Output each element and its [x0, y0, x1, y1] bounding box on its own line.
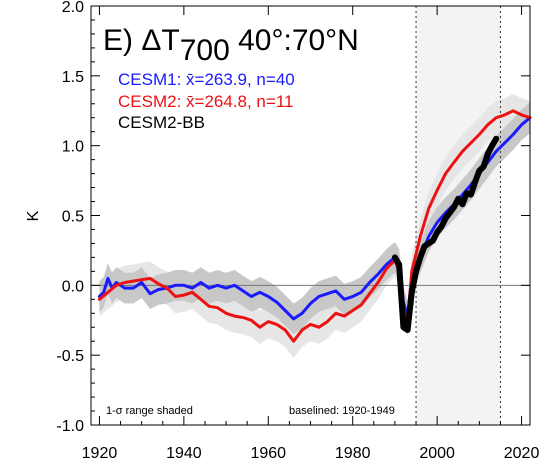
x-tick-label: 2020 [504, 445, 539, 462]
title-suffix: 40°:70°N [230, 24, 359, 57]
series-lines [97, 109, 532, 343]
y-tick-label: -1.0 [56, 418, 84, 435]
y-axis-label: K [25, 210, 42, 221]
axis-ticks: 1920 1940 1960 1980 2000 2020 2.0 1.5 1.0 0.5 0.0 -… [56, 0, 539, 462]
legend-entry-cesm2: CESM2: x̄=264.8, n=11 [118, 92, 293, 111]
y-tick-label: -0.5 [56, 348, 84, 365]
x-tick-label: 1920 [82, 445, 118, 462]
y-tick-label: 0.5 [62, 209, 84, 226]
y-tick-label: 1.5 [62, 69, 84, 86]
series-line-cesm2 [97, 109, 532, 343]
title-prefix: E) [103, 24, 141, 57]
uncertainty-bands [99, 94, 531, 358]
y-tick-label: 0.0 [62, 278, 84, 295]
legend-entry-cesm2-bb: CESM2-BB [118, 113, 205, 132]
x-tick-label: 1980 [335, 445, 371, 462]
legend-entry-cesm1: CESM1: x̄=263.9, n=40 [118, 70, 295, 89]
x-tick-label: 1940 [166, 445, 202, 462]
annotation-sigma-range: 1-σ range shaded [106, 405, 193, 417]
chart-title: E) ΔT700 40°:70°N [103, 24, 359, 67]
x-tick-label: 2000 [419, 445, 455, 462]
title-delta: ΔT [141, 24, 179, 57]
title-subscript: 700 [180, 34, 230, 67]
band-cesm1 [99, 102, 531, 335]
x-tick-label: 1960 [250, 445, 286, 462]
y-tick-label: 1.0 [62, 139, 84, 156]
annotation-baseline: baselined: 1920-1949 [289, 405, 395, 417]
y-tick-label: 2.0 [62, 0, 84, 16]
series-line-cesm2-bb [391, 135, 500, 333]
